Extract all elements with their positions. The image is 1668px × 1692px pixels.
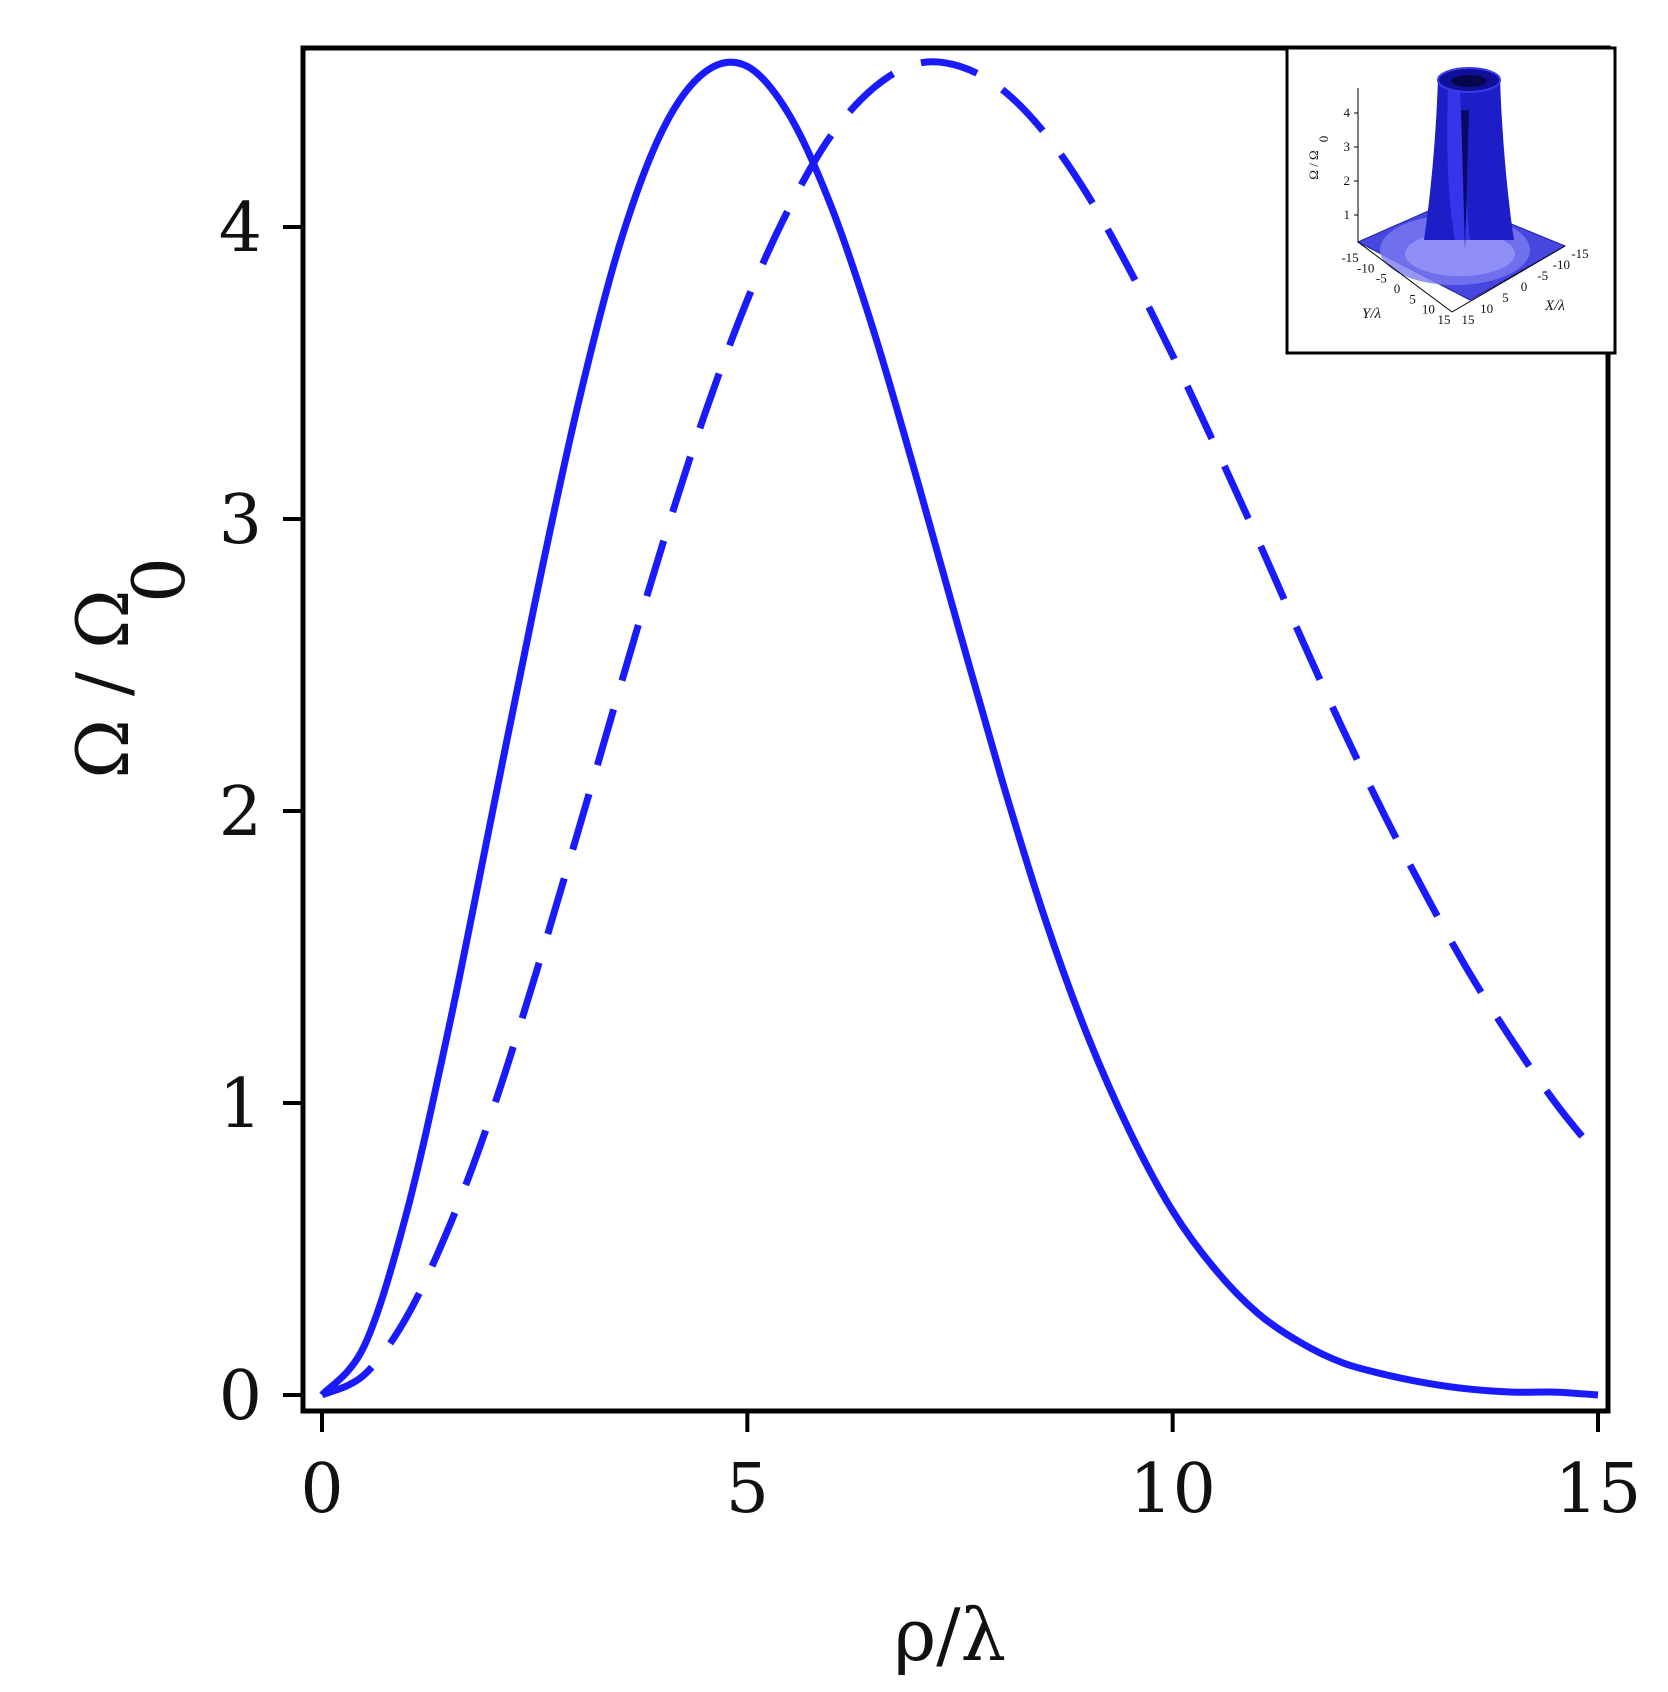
- inset-z-tick-label: 1: [1344, 207, 1351, 222]
- series-dashed-line: [320, 58, 1601, 1399]
- inset-peak-core: [1461, 110, 1469, 250]
- inset-z-label: Ω / Ω 0: [1306, 136, 1331, 180]
- x-axis-label: ρ/λ: [894, 1593, 1006, 1677]
- inset-z-tick-label: 2: [1344, 173, 1351, 188]
- inset-z-tick-label: 4: [1344, 105, 1351, 120]
- y-axis-label: Ω / Ω 0: [61, 557, 201, 779]
- x-tick-label: 5: [726, 1450, 769, 1529]
- inset-x-tick-label: -5: [1537, 268, 1548, 283]
- inset-z-ticks: 1 2 3 4: [1344, 105, 1358, 222]
- y-tick-label: 0: [219, 1357, 262, 1436]
- inset-z-tick-label: 3: [1344, 139, 1351, 154]
- inset-z-label-main: Ω / Ω: [1306, 150, 1321, 179]
- inset-x-tick-label: -15: [1571, 246, 1588, 261]
- x-tick-label: 10: [1129, 1450, 1216, 1529]
- inset-base-glow-inner: [1405, 232, 1515, 276]
- inset-peak: [1424, 78, 1514, 240]
- y-tick-label: 4: [219, 189, 262, 268]
- y-axis-label-subscript: 0: [117, 557, 201, 603]
- x-tick-label: 15: [1555, 1450, 1642, 1529]
- inset-x-tick-label: 0: [1521, 279, 1528, 294]
- inset-x-tick-label: 15: [1462, 312, 1475, 327]
- inset-y-tick-label: -10: [1357, 260, 1374, 275]
- inset-y-axis-line: [1357, 241, 1453, 313]
- inset-x-axis-label: X/λ: [1544, 298, 1565, 314]
- series-solid-line: [319, 58, 1599, 1399]
- inset-x-tick-label: 10: [1480, 301, 1493, 316]
- inset-y-tick-label: 5: [1409, 291, 1416, 306]
- y-tick-label: 3: [219, 481, 262, 560]
- inset-y-tick-label: -15: [1341, 250, 1358, 265]
- inset-x-tick-label: -10: [1553, 257, 1570, 272]
- inset-y-tick-label: 15: [1438, 312, 1451, 327]
- inset-y-tick-label: 0: [1394, 281, 1401, 296]
- inset-z-label-subscript: 0: [1316, 136, 1331, 143]
- y-tick-label: 2: [219, 773, 262, 852]
- x-tick-label: 0: [300, 1450, 343, 1529]
- inset-y-tick-label: 10: [1422, 302, 1435, 317]
- y-tick-label: 1: [219, 1065, 262, 1144]
- inset-x-tick-label: 5: [1502, 290, 1509, 305]
- inset-y-axis-label: Y/λ: [1362, 306, 1382, 322]
- inset-x-ticks: 15 10 50 -5 -10-15: [1462, 246, 1589, 327]
- y-axis-label-main: Ω / Ω: [61, 589, 145, 778]
- inset-y-tick-label: -5: [1376, 271, 1387, 286]
- inset-peak-hole: [1451, 75, 1487, 87]
- inset-x-axis-line: [1451, 245, 1566, 313]
- series-layer: [319, 58, 1601, 1399]
